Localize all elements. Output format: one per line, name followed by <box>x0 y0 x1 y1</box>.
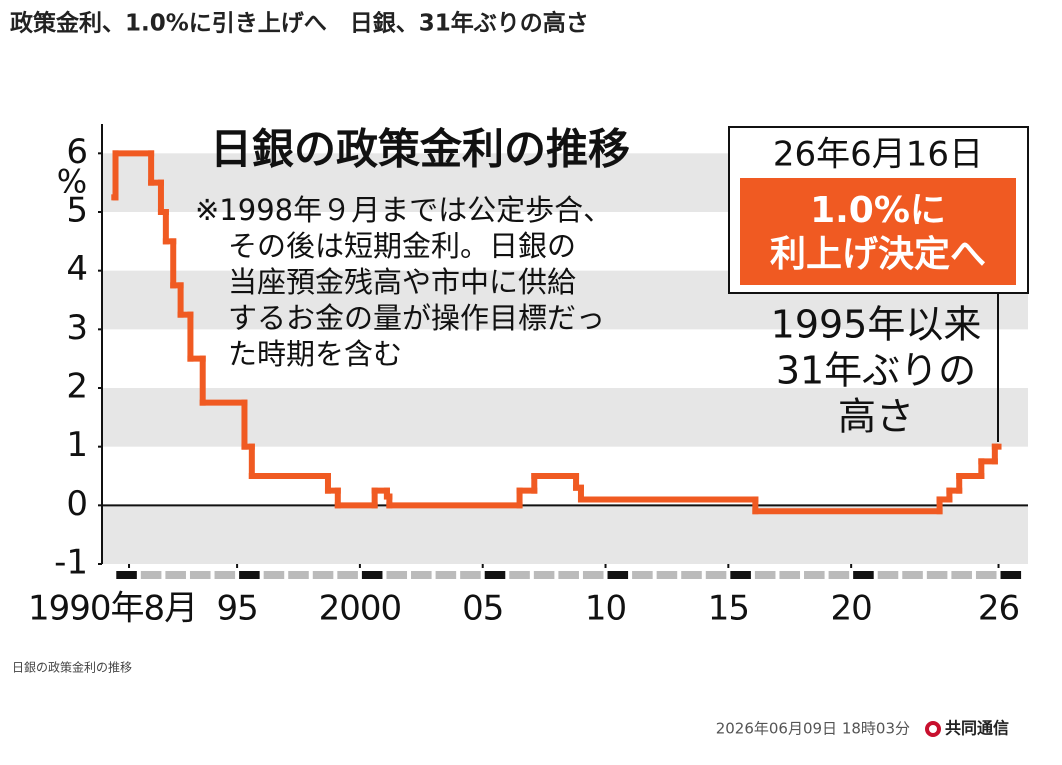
year-strip <box>312 571 334 579</box>
year-strip <box>681 571 702 579</box>
year-strip <box>263 571 285 579</box>
year-strip <box>411 571 432 579</box>
x-tick-label: 2000 <box>319 589 402 629</box>
callout-headline: 利上げ決定へ <box>770 234 986 275</box>
x-tick-label: 26 <box>978 589 1019 629</box>
y-axis-unit: % <box>57 162 87 200</box>
band <box>102 388 1028 447</box>
chart-title: 日銀の政策金利の推移 <box>210 125 630 174</box>
y-tick-label: 1 <box>66 425 88 465</box>
year-strip <box>361 571 383 579</box>
y-tick-label: 4 <box>66 249 88 289</box>
year-strip <box>804 571 825 579</box>
year-strip <box>165 571 186 579</box>
chart: -1 0 1 2 3 4 5 6% 1990年8月 95 2000 05 10 15 20 26 日銀の政策金利… <box>28 124 1029 629</box>
year-strip <box>435 571 457 579</box>
callout-date: 26年6月16日 <box>773 135 983 175</box>
callout-text: 高さ <box>838 395 914 439</box>
year-strip <box>1000 571 1022 579</box>
year-strip <box>656 571 678 579</box>
year-strip <box>140 571 162 579</box>
year-strip <box>779 571 801 579</box>
year-strip <box>730 571 751 579</box>
year-strip <box>460 571 481 579</box>
callout-highlight <box>740 178 1016 285</box>
year-strip <box>853 571 874 579</box>
y-tick-label: 3 <box>66 308 88 348</box>
year-strip <box>902 571 923 579</box>
band <box>102 505 1028 564</box>
year-strip <box>189 571 211 579</box>
year-strip <box>632 571 653 579</box>
x-tick-label: 20 <box>831 589 872 629</box>
y-tick-label: 2 <box>66 367 88 407</box>
note: 当座預金残高や市中に供給 <box>228 265 576 299</box>
y-tick-label: 6 <box>66 132 88 172</box>
year-strip <box>509 571 530 579</box>
year-strip <box>754 571 776 579</box>
year-strip <box>288 571 309 579</box>
year-strip <box>828 571 850 579</box>
x-tick-label: 95 <box>216 589 257 629</box>
callout-headline: 1.0%に <box>810 190 946 231</box>
y-tick-label: 5 <box>66 191 88 231</box>
note: その後は短期金利。日銀の <box>228 229 576 263</box>
note: た時期を含む <box>228 337 402 371</box>
x-tick-label: 05 <box>462 589 503 629</box>
year-strip <box>558 571 579 579</box>
y-tick-label: 0 <box>66 484 88 524</box>
date: 2026年06月09日 18時03分 <box>716 720 910 738</box>
x-tick-label: 10 <box>585 589 626 629</box>
source-logo <box>925 721 941 737</box>
note: するお金の量が操作目標だっ <box>228 301 605 335</box>
caption: 日銀の政策金利の推移 <box>12 660 132 675</box>
y-tick-label: -1 <box>54 543 88 583</box>
source: 共同通信 <box>945 719 1009 738</box>
year-strip <box>116 571 137 579</box>
year-strip <box>877 571 899 579</box>
year-strip <box>214 571 236 579</box>
year-strip <box>975 571 997 579</box>
year-strip <box>386 571 408 579</box>
year-strip <box>337 571 358 579</box>
headline: 政策金利、1.0%に引き上げへ 日銀、31年ぶりの高さ <box>10 10 589 37</box>
year-strip <box>926 571 948 579</box>
year-strip <box>582 571 604 579</box>
year-strip <box>607 571 629 579</box>
callout-text: 1995年以来 <box>771 303 982 347</box>
callout-text: 31年ぶりの <box>776 349 976 393</box>
year-strip <box>705 571 727 579</box>
year-strip <box>533 571 555 579</box>
x-tick-label: 1990年8月 <box>28 589 197 629</box>
year-strip <box>484 571 506 579</box>
x-tick-label: 15 <box>708 589 749 629</box>
year-strip <box>239 571 260 579</box>
year-strip <box>951 571 972 579</box>
note: ※1998年９月までは公定歩合、 <box>195 193 612 227</box>
